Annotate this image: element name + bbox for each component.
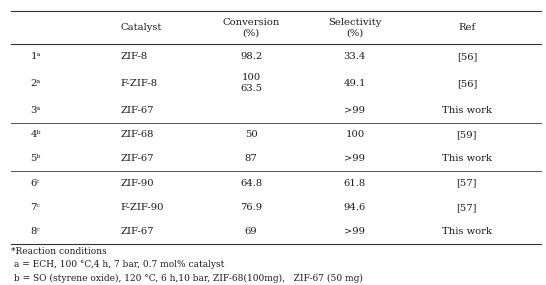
Text: [59]: [59] xyxy=(456,130,477,139)
Text: *Reaction conditions: *Reaction conditions xyxy=(11,247,106,256)
Text: Catalyst: Catalyst xyxy=(120,23,162,32)
Text: 5ᵇ: 5ᵇ xyxy=(30,154,41,163)
Text: >99: >99 xyxy=(345,106,365,115)
Text: This work: This work xyxy=(442,154,492,163)
Text: 8ᶜ: 8ᶜ xyxy=(31,227,40,236)
Text: 69: 69 xyxy=(245,227,258,236)
Text: Ref: Ref xyxy=(458,23,476,32)
Text: ZIF-8: ZIF-8 xyxy=(120,52,147,61)
Text: b = SO (styrene oxide), 120 °C, 6 h,10 bar, ZIF-68(100mg),   ZIF-67 (50 mg): b = SO (styrene oxide), 120 °C, 6 h,10 b… xyxy=(14,274,363,283)
Text: 50: 50 xyxy=(245,130,258,139)
Text: ZIF-67: ZIF-67 xyxy=(120,227,153,236)
Text: 98.2: 98.2 xyxy=(240,52,262,61)
Text: This work: This work xyxy=(442,106,492,115)
Text: a = ECH, 100 °C,4 h, 7 bar, 0.7 mol% catalyst: a = ECH, 100 °C,4 h, 7 bar, 0.7 mol% cat… xyxy=(14,260,224,269)
Text: 2ᵃ: 2ᵃ xyxy=(31,79,40,88)
Text: [57]: [57] xyxy=(456,203,477,212)
Text: ZIF-90: ZIF-90 xyxy=(120,179,154,188)
Text: F-ZIF-90: F-ZIF-90 xyxy=(120,203,164,212)
Text: [56]: [56] xyxy=(456,52,477,61)
Text: Conversion
(%): Conversion (%) xyxy=(222,18,280,38)
Text: 100
63.5: 100 63.5 xyxy=(240,74,262,93)
Text: 33.4: 33.4 xyxy=(344,52,366,61)
Text: 94.6: 94.6 xyxy=(344,203,366,212)
Text: 49.1: 49.1 xyxy=(343,79,366,88)
Text: ZIF-68: ZIF-68 xyxy=(120,130,153,139)
Text: 4ᵇ: 4ᵇ xyxy=(30,130,41,139)
Text: [56]: [56] xyxy=(456,79,477,88)
Text: 1ᵃ: 1ᵃ xyxy=(30,52,41,61)
Text: ZIF-67: ZIF-67 xyxy=(120,106,153,115)
Text: ZIF-67: ZIF-67 xyxy=(120,154,153,163)
Text: 100: 100 xyxy=(345,130,365,139)
Text: >99: >99 xyxy=(345,154,365,163)
Text: >99: >99 xyxy=(345,227,365,236)
Text: F-ZIF-8: F-ZIF-8 xyxy=(120,79,157,88)
Text: [57]: [57] xyxy=(456,179,477,188)
Text: This work: This work xyxy=(442,227,492,236)
Text: 64.8: 64.8 xyxy=(240,179,262,188)
Text: 7ᶜ: 7ᶜ xyxy=(31,203,40,212)
Text: 6ᶜ: 6ᶜ xyxy=(31,179,40,188)
Text: Selectivity
(%): Selectivity (%) xyxy=(328,18,382,38)
Text: 76.9: 76.9 xyxy=(240,203,262,212)
Text: 87: 87 xyxy=(245,154,258,163)
Text: 3ᵃ: 3ᵃ xyxy=(31,106,40,115)
Text: 61.8: 61.8 xyxy=(344,179,366,188)
